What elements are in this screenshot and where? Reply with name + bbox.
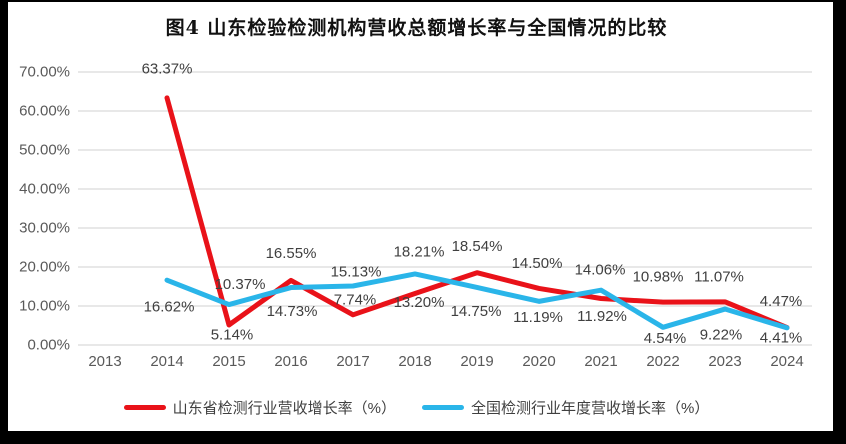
data-label: 10.98%: [633, 269, 684, 286]
x-axis-tick-label: 2019: [460, 353, 493, 370]
data-label: 11.07%: [694, 268, 744, 285]
x-axis-tick-label: 2013: [88, 353, 121, 370]
data-label: 13.20%: [394, 294, 445, 311]
data-label: 15.13%: [331, 263, 382, 280]
data-label: 18.54%: [452, 238, 503, 255]
data-label: 4.47%: [760, 293, 803, 310]
y-axis-tick-label: 20.00%: [19, 259, 70, 276]
data-label: 14.06%: [575, 262, 626, 279]
series-line-shandong: [164, 95, 790, 331]
data-label: 11.19%: [513, 309, 563, 326]
x-axis-tick-label: 2017: [336, 353, 369, 370]
data-label: 18.21%: [394, 243, 445, 260]
legend-line-swatch-blue-icon: [422, 405, 464, 410]
x-axis-tick-label: 2020: [522, 353, 555, 370]
data-label: 7.74%: [334, 291, 377, 308]
x-axis-tick-label: 2016: [274, 353, 307, 370]
x-axis-tick-label: 2014: [150, 353, 183, 370]
data-label: 10.37%: [215, 276, 266, 293]
y-axis-tick-label: 60.00%: [19, 103, 70, 120]
x-axis-tick-label: 2018: [398, 353, 431, 370]
legend-line-swatch-red-icon: [123, 405, 166, 410]
series-line-national: [164, 271, 790, 331]
data-label: 16.62%: [144, 299, 195, 316]
legend-item-national: 全国检测行业年度营收增长率（%）: [422, 397, 709, 418]
y-axis-tick-label: 30.00%: [19, 220, 70, 237]
data-label: 9.22%: [700, 327, 743, 344]
data-label: 16.55%: [266, 245, 317, 262]
x-axis-tick-label: 2023: [708, 353, 741, 370]
x-axis-tick-label: 2022: [646, 353, 679, 370]
data-label: 14.75%: [451, 303, 502, 320]
legend-label-national: 全国检测行业年度营收增长率（%）: [471, 400, 710, 417]
data-label: 14.50%: [512, 255, 563, 272]
chart-background: [8, 2, 833, 431]
y-axis-tick-label: 70.00%: [19, 64, 70, 81]
x-axis-tick-label: 2021: [584, 353, 617, 370]
data-label: 11.92%: [577, 308, 627, 325]
x-axis-tick-label: 2015: [212, 353, 245, 370]
chart-title: 图4 山东检验检测机构营收总额增长率与全国情况的比较: [165, 17, 668, 39]
y-axis-tick-label: 0.00%: [27, 337, 70, 354]
legend-label-shandong: 山东省检测行业营收增长率（%）: [172, 400, 396, 417]
y-axis-tick-label: 10.00%: [19, 298, 70, 315]
x-axis-tick-label: 2024: [770, 353, 803, 370]
data-label: 4.41%: [760, 329, 803, 346]
line-chart-plot-area: 0.00% 10.00% 20.00% 30.00% 40.00% 50.00% 60.00…: [19, 60, 812, 370]
y-axis-tick-label: 40.00%: [19, 181, 70, 198]
y-axis-tick-label: 50.00%: [19, 142, 70, 159]
data-label: 5.14%: [211, 326, 254, 343]
data-label: 4.54%: [644, 330, 687, 347]
legend-item-shandong: 山东省检测行业营收增长率（%）: [123, 397, 396, 418]
chart-legend: 山东省检测行业营收增长率（%） 全国检测行业年度营收增长率（%）: [0, 397, 833, 418]
data-label: 14.73%: [267, 303, 318, 320]
data-label: 63.37%: [142, 60, 193, 77]
